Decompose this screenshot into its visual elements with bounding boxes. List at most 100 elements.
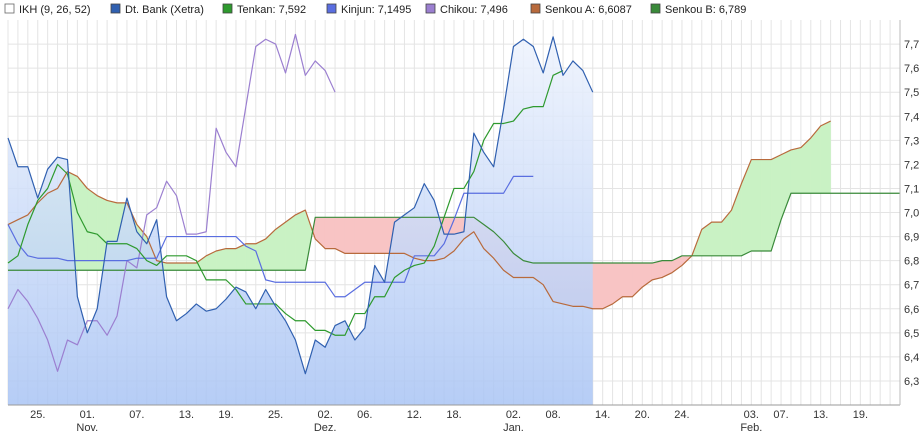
legend-label: IKH (9, 26, 52) <box>19 4 91 16</box>
y-tick-label: 6,4 <box>904 352 919 364</box>
indicator-lines <box>7 33 900 375</box>
x-month-label: Feb. <box>740 422 762 434</box>
legend-label: Senkou A: 6,6087 <box>545 4 632 16</box>
legend-item-kinjun: Kinjun: 7,1495 <box>326 3 411 16</box>
series-line-senkou-a <box>7 120 831 310</box>
x-tick-label: 02. <box>318 409 333 421</box>
x-tick-label: 07. <box>773 409 788 421</box>
legend-label: Kinjun: 7,1495 <box>341 4 411 16</box>
cloud-segment <box>780 149 792 220</box>
cloud-segment <box>225 248 237 271</box>
cloud-segment <box>790 147 802 194</box>
legend-item-senkou-b: Senkou B: 6,789 <box>650 3 746 16</box>
y-tick-label: 7,5 <box>904 87 919 99</box>
y-tick-label: 7,0 <box>904 208 919 220</box>
y-tick-label: 6,6 <box>904 304 919 316</box>
legend-item-tenkan: Tenkan: 7,592 <box>222 3 306 16</box>
x-tick-label: 12. <box>407 409 422 421</box>
x-tick-label: 24. <box>674 409 689 421</box>
cloud-segment <box>344 217 356 254</box>
cloud-segment <box>622 262 633 297</box>
chart-legend: IKH (9, 26, 52) Dt. Bank (Xetra) Tenkan: 7… <box>4 3 746 16</box>
x-axis: 25. 01.Nov.07. 13. 19. 25. 02.Dez.06. 12. 18. 02… <box>30 409 868 434</box>
cloud-segment <box>701 221 712 257</box>
legend-label: Tenkan: 7,592 <box>237 4 306 16</box>
y-tick-label: 6,5 <box>904 328 919 340</box>
y-axis: 6,3 6,4 6,5 6,6 6,7 6,8 6,9 7,0 7,1 7,2 7,3 7,4 7,5 7… <box>904 39 919 388</box>
cloud-segment <box>285 214 296 271</box>
cloud-segment <box>652 260 663 281</box>
x-tick-label: 01. <box>80 409 95 421</box>
legend-item-chikou: Chikou: 7,496 <box>425 3 508 16</box>
x-tick-label: 03. <box>744 409 759 421</box>
x-tick-label: 19. <box>853 409 868 421</box>
y-tick-label: 6,9 <box>904 232 919 244</box>
cloud-segment <box>265 228 276 271</box>
y-tick-label: 6,3 <box>904 376 919 388</box>
legend-swatch <box>222 3 233 14</box>
x-tick-label: 20. <box>635 409 650 421</box>
legend-item-ikh: IKH (9, 26, 52) <box>4 3 91 16</box>
legend-swatch <box>650 3 661 14</box>
series-line-chikou <box>7 33 336 372</box>
x-tick-label: 08. <box>545 409 560 421</box>
cloud-segment <box>354 217 365 254</box>
cloud-segment <box>186 262 197 271</box>
y-tick-label: 7,3 <box>904 135 919 147</box>
legend-label: Chikou: 7,496 <box>440 4 508 16</box>
cloud-segment <box>275 221 286 271</box>
plot-frame <box>8 20 901 406</box>
cloud-segment <box>324 217 336 249</box>
x-month-label: Jan. <box>503 422 524 434</box>
series-line-senkou-b <box>8 192 900 271</box>
cloud-segment <box>751 159 762 252</box>
x-tick-label: 07. <box>129 409 144 421</box>
x-tick-label: 13. <box>813 409 828 421</box>
x-tick-label: 19. <box>218 409 233 421</box>
price-area <box>8 36 593 405</box>
y-tick-label: 6,8 <box>904 256 919 268</box>
y-tick-label: 7,4 <box>904 111 919 123</box>
cloud-segment <box>592 262 603 309</box>
x-tick-label: 25. <box>268 409 283 421</box>
price-area-fill <box>8 36 593 405</box>
series-line-price <box>7 36 594 375</box>
cloud-segment <box>87 188 98 271</box>
cloud-segment <box>602 262 613 310</box>
x-tick-label: 14. <box>595 409 610 421</box>
cloud-segment <box>176 262 187 271</box>
y-tick-label: 7,2 <box>904 159 919 171</box>
cloud-segment <box>166 262 177 271</box>
legend-label: Senkou B: 6,789 <box>665 4 746 16</box>
legend-swatch <box>530 3 541 14</box>
cloud-segment <box>731 183 742 257</box>
x-tick-label: 06. <box>357 409 372 421</box>
series-line-tenkan <box>7 69 564 336</box>
y-tick-label: 7,6 <box>904 63 919 75</box>
legend-swatch <box>4 3 15 14</box>
cloud-segment <box>820 120 831 194</box>
x-tick-label: 25. <box>30 409 45 421</box>
cloud-segment <box>364 217 375 254</box>
y-tick-label: 7,7 <box>904 39 919 51</box>
cloud-segment <box>374 217 385 254</box>
y-tick-label: 6,7 <box>904 280 919 292</box>
legend-item-price: Dt. Bank (Xetra) <box>110 3 204 16</box>
x-month-label: Nov. <box>76 422 98 434</box>
cloud-segment <box>761 159 772 252</box>
cloud-segment <box>711 221 722 257</box>
x-month-label: Dez. <box>314 422 337 434</box>
legend-swatch <box>326 3 337 14</box>
cloud-segment <box>245 243 256 271</box>
x-tick-label: 02. <box>506 409 521 421</box>
x-tick-label: 18. <box>446 409 461 421</box>
cloud-segment <box>215 248 227 271</box>
legend-swatch <box>425 3 436 14</box>
cloud-segment <box>295 209 306 271</box>
y-tick-label: 7,1 <box>904 183 919 195</box>
cloud-segment <box>741 159 752 257</box>
legend-swatch <box>110 3 121 14</box>
series-line-kinjun <box>7 175 534 298</box>
cloud-segment <box>334 217 346 254</box>
